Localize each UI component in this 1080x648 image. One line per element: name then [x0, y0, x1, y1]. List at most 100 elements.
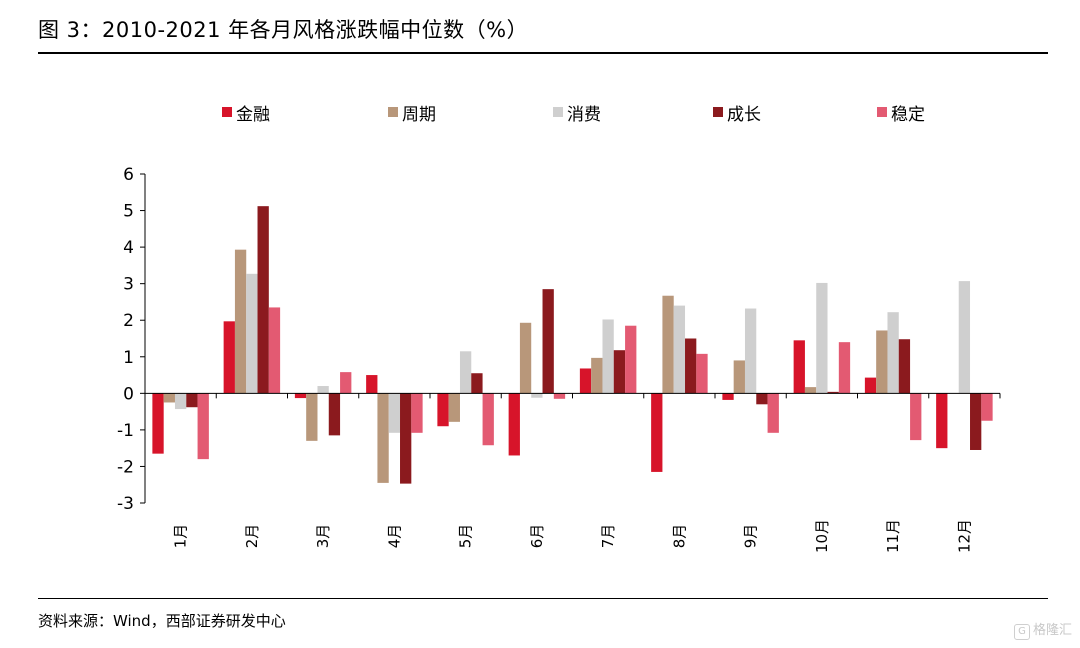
bar [981, 393, 993, 421]
bar [448, 393, 460, 422]
bar [602, 319, 614, 394]
bar [197, 393, 209, 460]
bar [317, 386, 329, 394]
bar [887, 312, 899, 394]
bar [163, 393, 175, 403]
legend-swatch [388, 107, 398, 117]
bar [223, 321, 235, 394]
bar [685, 338, 697, 394]
x-tick-label: 6月 [528, 524, 546, 549]
x-tick-label: 7月 [599, 524, 617, 549]
bar [553, 393, 566, 399]
legend-label: 稳定 [891, 105, 925, 125]
bar [767, 393, 779, 433]
bar-series-group [152, 206, 993, 484]
x-tick-label: 2月 [243, 524, 261, 549]
y-tick-label: 4 [123, 238, 134, 258]
legend-swatch [713, 107, 723, 117]
bar [838, 342, 851, 394]
bar [970, 393, 982, 450]
bar [306, 393, 318, 441]
y-tick-label: 5 [123, 202, 134, 222]
bar [388, 393, 401, 433]
bar [294, 393, 307, 399]
title-divider [38, 52, 1048, 54]
bar [519, 322, 532, 394]
x-tick-label: 1月 [172, 524, 190, 549]
chart-title: 图 3：2010-2021 年各月风格涨跌幅中位数（%） [38, 18, 529, 42]
bar [722, 393, 734, 400]
bar [756, 393, 768, 405]
source-note: 资料来源：Wind，西部证券研发中心 [38, 612, 286, 630]
x-tick-label: 4月 [385, 524, 403, 549]
x-tick-label: 3月 [314, 524, 332, 549]
bar [673, 305, 686, 394]
bar [366, 375, 378, 394]
bar [744, 308, 757, 394]
x-tick-label: 12月 [955, 519, 973, 553]
bar [246, 273, 258, 394]
y-tick-label: 2 [123, 311, 134, 331]
bar [174, 393, 187, 410]
bar [471, 373, 483, 394]
bar [234, 249, 247, 394]
bar [625, 325, 637, 394]
legend-label: 金融 [236, 105, 270, 125]
x-tick-label: 8月 [670, 524, 688, 549]
bar [437, 393, 449, 427]
bar [910, 393, 922, 441]
bar [328, 393, 341, 436]
bar [542, 289, 554, 394]
legend-swatch [877, 107, 887, 117]
watermark-logo-icon: G [1013, 624, 1030, 640]
legend-label: 成长 [727, 105, 761, 125]
bar [816, 282, 828, 394]
y-tick-label: 1 [123, 348, 134, 368]
bar [340, 372, 352, 394]
bar [257, 206, 269, 394]
watermark: G 格隆汇 [1013, 619, 1072, 640]
bar [400, 393, 412, 484]
bar [898, 339, 911, 394]
watermark-text: 格隆汇 [1032, 623, 1072, 638]
bar [662, 295, 674, 394]
bar [733, 360, 745, 394]
x-tick-label: 10月 [813, 519, 831, 553]
bar [804, 387, 817, 394]
bar [591, 357, 603, 394]
footer-divider [38, 598, 1048, 599]
x-tick-label: 11月 [884, 519, 902, 553]
bar [377, 393, 389, 483]
legend-label: 消费 [567, 105, 601, 125]
bar [482, 393, 494, 446]
x-tick-label: 5月 [457, 524, 475, 549]
bar [793, 340, 805, 394]
y-tick-label: 6 [123, 165, 134, 185]
y-tick-label: -3 [117, 494, 134, 514]
bar [696, 353, 708, 394]
bar [268, 307, 281, 394]
bar [958, 281, 971, 394]
bar [411, 393, 423, 433]
bar [531, 393, 543, 398]
bar [613, 350, 626, 394]
y-tick-label: 0 [123, 384, 134, 404]
legend-swatch [222, 107, 232, 117]
bar [459, 351, 472, 394]
bar [152, 393, 164, 454]
y-tick-label: -1 [117, 421, 134, 441]
y-tick-label: 3 [123, 275, 134, 295]
x-tick-label: 9月 [742, 524, 760, 549]
bar [876, 330, 888, 394]
bar [508, 393, 520, 456]
y-tick-label: -2 [117, 457, 134, 477]
bar [827, 391, 839, 394]
bar [579, 368, 592, 394]
legend-swatch [553, 107, 563, 117]
bar [936, 393, 948, 449]
bar [864, 377, 877, 394]
legend-label: 周期 [402, 105, 436, 125]
bar [186, 393, 198, 408]
chart-axes: -3 -2 -1 0 1 2 3 4 5 6 1月 2月 3月 4月 5月 6月 7月 8月 9月 10月 11月 12月 [117, 165, 1001, 553]
